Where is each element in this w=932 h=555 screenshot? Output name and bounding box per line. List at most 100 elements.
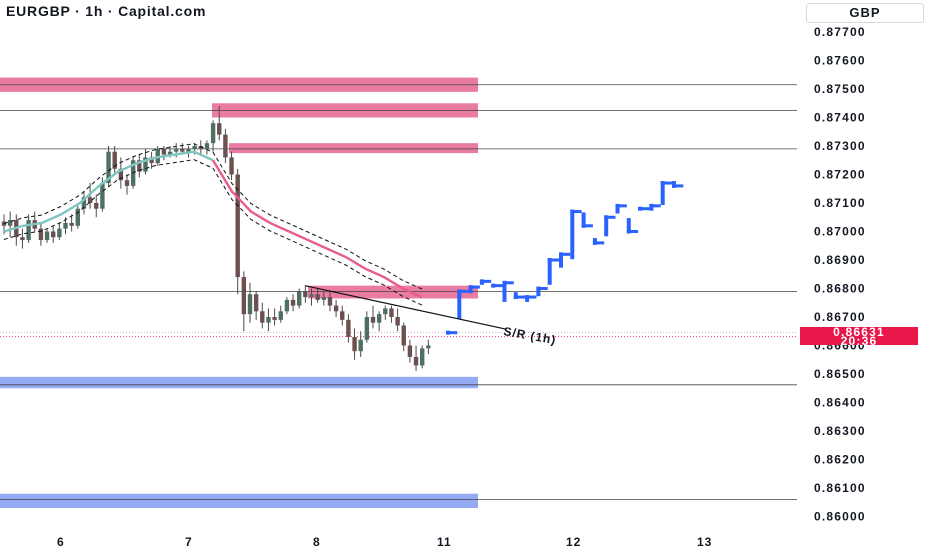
- candle-body: [124, 180, 130, 186]
- price-axis-tick: 0.86800: [814, 282, 866, 296]
- time-axis-tick: 7: [185, 535, 193, 549]
- candle-body: [44, 231, 50, 241]
- bar-countdown: 20:36: [840, 334, 878, 348]
- candle-body: [192, 146, 197, 149]
- candle-body: [81, 197, 87, 209]
- envelope-upper-line: [3, 143, 423, 290]
- price-axis-tick: 0.86900: [814, 253, 866, 267]
- candle-body: [327, 297, 333, 306]
- currency-label[interactable]: GBP: [806, 3, 924, 23]
- current-price-value: 0.86631: [833, 325, 885, 339]
- forecast-bar: [570, 209, 575, 260]
- candle-body: [266, 317, 271, 323]
- candle-body: [229, 157, 234, 175]
- candle-body: [284, 299, 290, 312]
- forecast-bar: [626, 218, 631, 234]
- price-axis-tick: 0.87000: [814, 225, 866, 239]
- candle-body: [63, 222, 68, 229]
- candle-body: [364, 317, 370, 340]
- trendline-sr[interactable]: [304, 285, 506, 330]
- candle-body: [112, 151, 117, 169]
- candle-body: [278, 311, 283, 320]
- candle-body: [370, 317, 376, 323]
- candle-body: [241, 277, 247, 315]
- candle-body: [253, 294, 259, 312]
- candle-body: [235, 174, 240, 278]
- price-axis-tick: 0.87600: [814, 54, 866, 68]
- time-axis-tick: 12: [566, 535, 581, 549]
- forecast-bar: [604, 215, 609, 237]
- candle-body: [395, 317, 400, 326]
- candle-body: [180, 148, 185, 152]
- candle-body: [198, 146, 203, 149]
- candle-body: [420, 348, 425, 366]
- candle-body: [100, 183, 105, 209]
- candle-body: [333, 305, 339, 312]
- candle-body: [38, 228, 44, 241]
- forecast-bar: [615, 203, 620, 214]
- price-axis-tick: 0.86100: [814, 481, 866, 495]
- forecast-bar: [536, 286, 541, 297]
- price-axis-tick: 0.87700: [814, 25, 866, 39]
- candle-body: [87, 197, 93, 203]
- candle-body: [149, 157, 154, 164]
- candle-body: [260, 311, 265, 323]
- candle-body: [137, 160, 142, 172]
- price-axis-tick: 0.87500: [814, 82, 866, 96]
- candle-body: [57, 228, 62, 238]
- candle-body: [118, 168, 124, 181]
- demand-zone[interactable]: [0, 493, 478, 508]
- current-price-badge: 0.86631 20:36: [800, 325, 918, 348]
- chart-title: EURGBP · 1h · Capital.com: [6, 3, 207, 19]
- ema-teal-line: [3, 150, 214, 233]
- candle-body: [426, 345, 431, 349]
- supply-zone[interactable]: [229, 143, 478, 154]
- price-axis-tick: 0.87400: [814, 111, 866, 125]
- candle-body: [69, 222, 74, 226]
- candle-body: [358, 339, 363, 352]
- forecast-bar: [502, 280, 507, 302]
- candle-body: [94, 203, 99, 209]
- price-axis-tick: 0.86500: [814, 367, 866, 381]
- candle-body: [1, 221, 7, 226]
- price-axis-tick: 0.87100: [814, 196, 866, 210]
- candle-body: [346, 319, 351, 337]
- candle-body: [75, 208, 80, 226]
- candle-body: [340, 311, 345, 320]
- trendline-label: S/R (1h): [502, 324, 557, 347]
- forecast-bar: [559, 252, 563, 268]
- price-axis-tick: 0.86400: [814, 396, 866, 410]
- candle-body: [51, 231, 56, 238]
- time-axis-tick: 6: [57, 535, 65, 549]
- candle-body: [186, 148, 191, 152]
- candle-body: [272, 317, 277, 320]
- candle-body: [413, 356, 419, 366]
- candle-body: [352, 336, 357, 352]
- candle-body: [376, 314, 382, 323]
- price-axis-tick: 0.87300: [814, 139, 866, 153]
- candle-body: [321, 297, 326, 300]
- time-axis-tick: 11: [437, 535, 452, 549]
- forecast-bar: [581, 212, 586, 228]
- candle-body: [383, 308, 388, 315]
- ema-pink-line: [211, 159, 423, 299]
- demand-zone[interactable]: [0, 376, 478, 389]
- candle-body: [143, 157, 148, 172]
- candle-body: [303, 291, 308, 298]
- candle-body: [247, 294, 253, 315]
- price-axis-tick: 0.86700: [814, 310, 866, 324]
- candle-body: [309, 294, 314, 298]
- price-axis-tick: 0.87200: [814, 168, 866, 182]
- candle-body: [26, 220, 31, 241]
- candle-body: [297, 291, 302, 306]
- forecast-bar: [547, 258, 552, 285]
- price-axis-tick: 0.86000: [814, 510, 866, 524]
- candle-body: [167, 151, 173, 155]
- candle-body: [20, 237, 25, 241]
- candle-body: [204, 143, 210, 149]
- forecast-bar: [660, 181, 665, 205]
- forecast-bar: [457, 289, 462, 319]
- candle-body: [407, 345, 413, 357]
